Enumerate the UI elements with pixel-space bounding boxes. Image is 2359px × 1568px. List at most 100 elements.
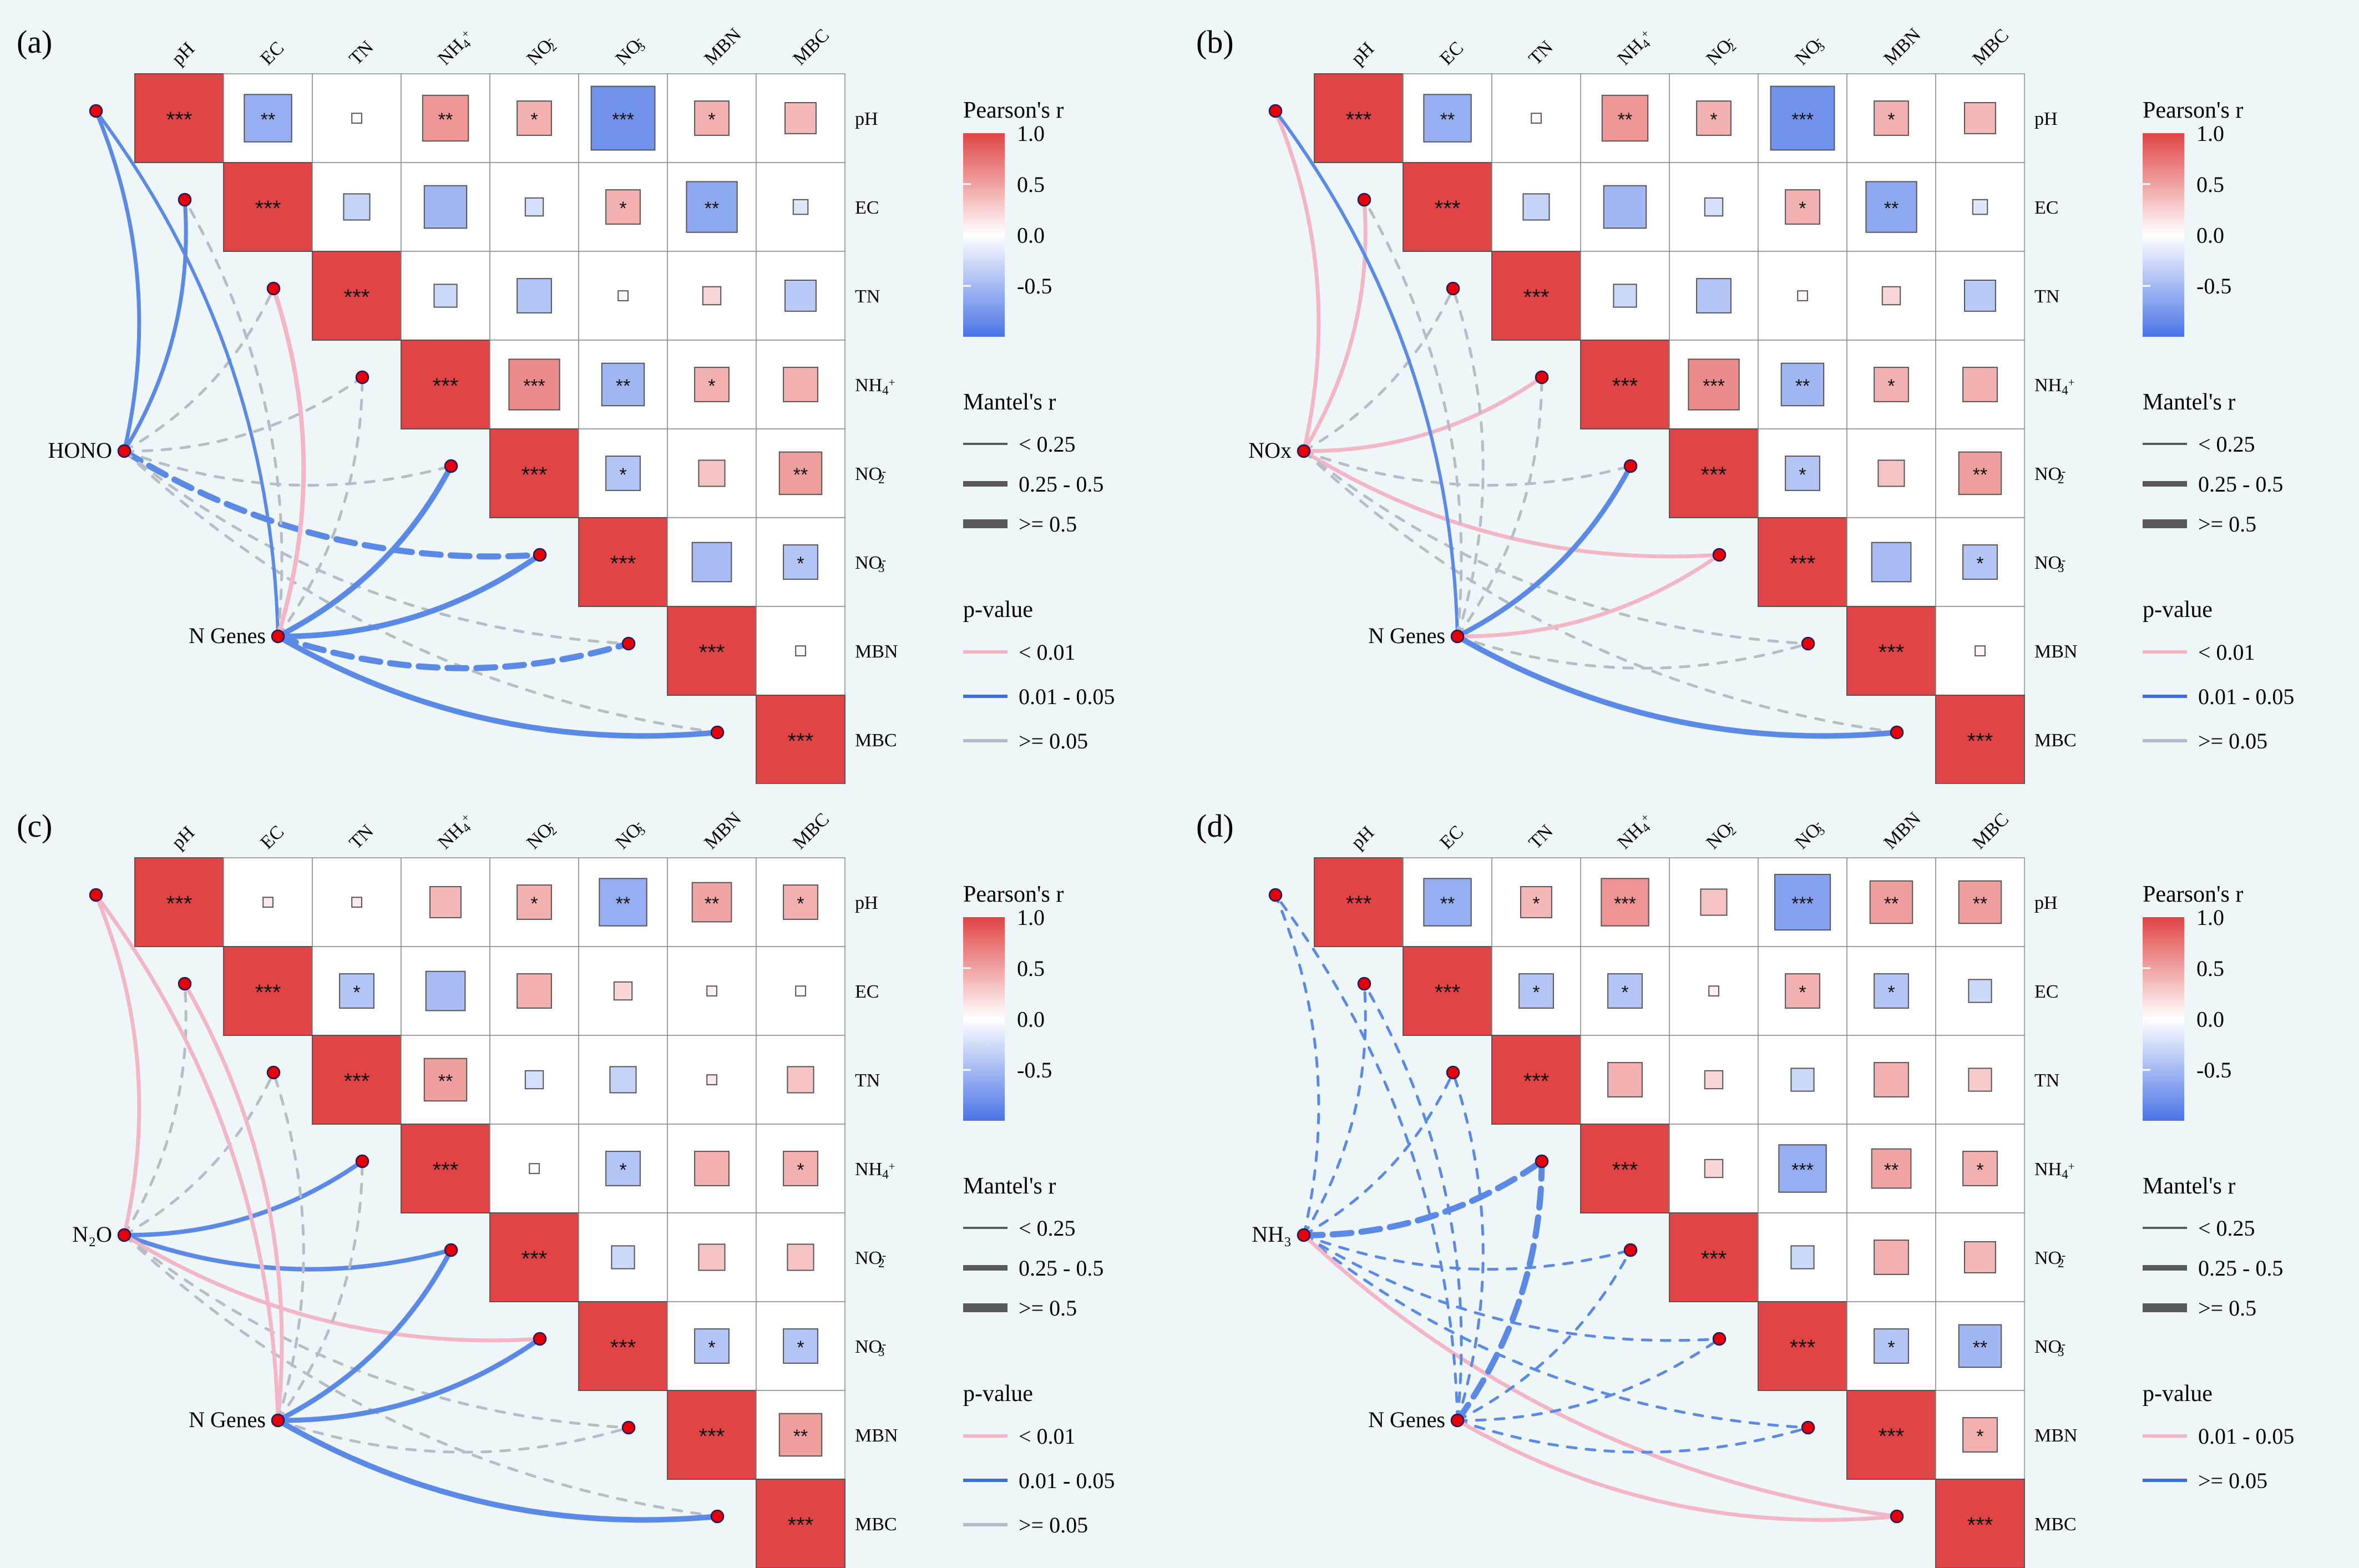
svg-text:***: *** xyxy=(522,463,548,487)
svg-text:**: ** xyxy=(1884,198,1899,219)
svg-text:0.0: 0.0 xyxy=(1017,223,1045,248)
svg-text:***: *** xyxy=(699,1424,725,1449)
svg-text:Pearson's r: Pearson's r xyxy=(2143,882,2243,907)
svg-text:***: *** xyxy=(523,376,545,397)
svg-text:***: *** xyxy=(1879,1424,1905,1449)
svg-text:< 0.25: < 0.25 xyxy=(2198,1216,2255,1241)
svg-text:TN: TN xyxy=(855,1070,880,1091)
svg-text:pH: pH xyxy=(2034,109,2058,129)
svg-text:***: *** xyxy=(344,285,370,310)
svg-text:MBN: MBN xyxy=(2034,641,2077,662)
svg-text:***: *** xyxy=(1701,463,1727,487)
svg-text:>= 0.05: >= 0.05 xyxy=(1019,1513,1088,1537)
svg-text:*: * xyxy=(353,982,360,1003)
svg-text:< 0.25: < 0.25 xyxy=(1019,432,1076,457)
svg-text:**: ** xyxy=(1440,109,1455,130)
svg-text:***: *** xyxy=(699,640,725,665)
svg-text:***: *** xyxy=(1791,893,1814,914)
svg-text:0.0: 0.0 xyxy=(2196,1007,2224,1032)
svg-text:Pearson's r: Pearson's r xyxy=(2143,98,2243,123)
svg-text:*: * xyxy=(1887,1337,1895,1358)
svg-text:*: * xyxy=(797,1337,804,1358)
svg-text:Mantel's r: Mantel's r xyxy=(963,390,1056,415)
svg-text:***: *** xyxy=(1435,196,1461,221)
svg-text:*: * xyxy=(1887,109,1895,130)
svg-text:N Genes: N Genes xyxy=(189,623,266,648)
svg-text:p-value: p-value xyxy=(963,597,1033,623)
svg-text:pH: pH xyxy=(2034,893,2058,913)
svg-text:**: ** xyxy=(1973,893,1987,914)
svg-text:NO-2: NO-2 xyxy=(855,1248,886,1270)
svg-text:**: ** xyxy=(261,109,275,130)
svg-text:EC: EC xyxy=(855,198,879,218)
svg-text:>= 0.05: >= 0.05 xyxy=(2198,729,2267,753)
svg-text:*: * xyxy=(1799,198,1806,219)
svg-text:TN: TN xyxy=(2034,1070,2059,1091)
svg-text:>= 0.5: >= 0.5 xyxy=(2198,512,2256,537)
svg-text:***: *** xyxy=(255,980,281,1005)
svg-text:*: * xyxy=(1976,553,1983,574)
svg-text:***: *** xyxy=(433,1158,459,1182)
svg-text:-0.5: -0.5 xyxy=(2196,274,2231,299)
svg-text:**: ** xyxy=(1884,1160,1899,1181)
svg-text:EC: EC xyxy=(2034,982,2058,1002)
svg-text:(d): (d) xyxy=(1196,808,1234,844)
svg-text:***: *** xyxy=(1614,893,1636,914)
svg-text:***: *** xyxy=(610,552,636,576)
svg-text:>= 0.5: >= 0.5 xyxy=(1019,1296,1077,1321)
svg-text:***: *** xyxy=(255,196,281,221)
svg-text:1.0: 1.0 xyxy=(1017,905,1045,930)
svg-text:***: *** xyxy=(1523,285,1550,310)
svg-text:**: ** xyxy=(438,109,453,130)
svg-text:***: *** xyxy=(788,729,814,753)
svg-text:p-value: p-value xyxy=(2143,1381,2213,1407)
svg-text:***: *** xyxy=(344,1069,370,1094)
svg-text:*: * xyxy=(797,553,804,574)
svg-text:MBC: MBC xyxy=(855,730,897,751)
svg-text:***: *** xyxy=(788,1513,814,1537)
svg-text:**: ** xyxy=(1884,893,1899,914)
svg-text:**: ** xyxy=(793,464,808,485)
svg-text:0.5: 0.5 xyxy=(1017,956,1045,981)
svg-text:Mantel's r: Mantel's r xyxy=(2143,1174,2235,1199)
svg-text:Mantel's r: Mantel's r xyxy=(2143,390,2235,415)
svg-text:Mantel's r: Mantel's r xyxy=(963,1174,1056,1199)
svg-text:0.25 - 0.5: 0.25 - 0.5 xyxy=(2198,472,2283,497)
svg-text:HONO: HONO xyxy=(48,438,112,463)
svg-text:< 0.01: < 0.01 xyxy=(1019,1424,1076,1449)
svg-text:< 0.25: < 0.25 xyxy=(2198,432,2255,457)
svg-text:*: * xyxy=(1799,982,1806,1003)
svg-text:1.0: 1.0 xyxy=(2196,905,2224,930)
svg-text:(a): (a) xyxy=(17,24,52,60)
svg-text:**: ** xyxy=(616,376,630,397)
svg-text:*: * xyxy=(619,464,626,485)
svg-text:***: *** xyxy=(522,1247,548,1271)
svg-text:**: ** xyxy=(1440,893,1455,914)
svg-text:NOx: NOx xyxy=(1248,438,1292,463)
svg-text:*: * xyxy=(1976,1426,1983,1447)
svg-text:p-value: p-value xyxy=(2143,597,2213,623)
svg-text:(c): (c) xyxy=(17,808,52,844)
svg-text:*: * xyxy=(708,376,715,397)
svg-text:***: *** xyxy=(1967,729,1993,753)
svg-text:**: ** xyxy=(793,1426,808,1447)
svg-text:0.01 - 0.05: 0.01 - 0.05 xyxy=(1019,1468,1115,1493)
svg-text:0.25 - 0.5: 0.25 - 0.5 xyxy=(1019,472,1103,497)
svg-text:***: *** xyxy=(1523,1069,1550,1094)
svg-text:*: * xyxy=(619,198,626,219)
svg-text:-0.5: -0.5 xyxy=(2196,1058,2231,1083)
svg-text:< 0.01: < 0.01 xyxy=(2198,640,2255,665)
svg-text:1.0: 1.0 xyxy=(2196,121,2224,146)
svg-text:***: *** xyxy=(1879,640,1905,665)
svg-text:N Genes: N Genes xyxy=(1368,623,1445,648)
svg-text:MBC: MBC xyxy=(2034,1514,2077,1535)
svg-text:pH: pH xyxy=(855,893,878,913)
svg-text:0.5: 0.5 xyxy=(1017,172,1045,197)
svg-text:**: ** xyxy=(616,893,630,914)
svg-text:*: * xyxy=(1887,982,1895,1003)
svg-text:0.01 - 0.05: 0.01 - 0.05 xyxy=(2198,684,2294,709)
svg-text:Pearson's r: Pearson's r xyxy=(963,882,1064,907)
svg-text:***: *** xyxy=(1790,1336,1816,1360)
svg-text:*: * xyxy=(708,1337,715,1358)
svg-text:0.5: 0.5 xyxy=(2196,172,2224,197)
